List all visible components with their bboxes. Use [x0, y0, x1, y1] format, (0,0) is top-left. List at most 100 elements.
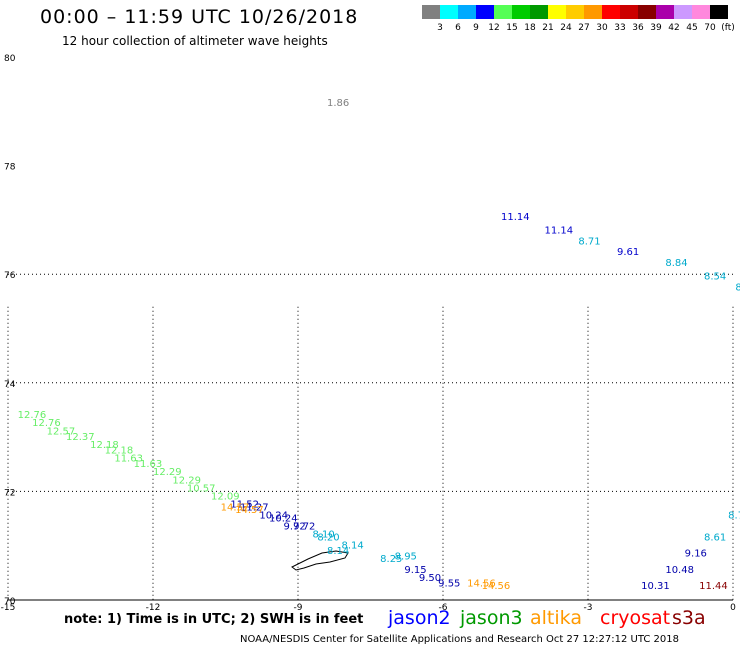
- scale-label: 6: [455, 23, 461, 33]
- scale-swatch: [458, 5, 476, 19]
- wave-height-label: 9.61: [617, 247, 639, 258]
- scale-label: 42: [668, 23, 680, 33]
- y-tick-label: 80: [4, 54, 16, 64]
- satellite-legend-s3a: s3a: [672, 607, 706, 629]
- scale-swatch: [548, 5, 566, 19]
- x-tick-label: -15: [1, 603, 16, 613]
- x-tick-label: -3: [584, 603, 593, 613]
- wave-height-label: 9.55: [438, 578, 460, 589]
- scale-swatch: [692, 5, 710, 19]
- scale-swatch: [710, 5, 728, 19]
- scale-label: 33: [614, 23, 626, 33]
- wave-height-label: 8.25: [380, 554, 402, 565]
- scale-label: 12: [488, 23, 500, 33]
- wave-height-label: 8.14: [327, 546, 349, 557]
- scale-label: 3: [437, 23, 443, 33]
- wave-height-label: 11.27: [240, 502, 269, 513]
- y-tick-label: 76: [4, 271, 16, 281]
- satellite-legend-cryosat: cryosat: [600, 607, 671, 629]
- wave-height-label: 12.76: [32, 418, 61, 429]
- wave-height-label: 11.63: [134, 459, 163, 470]
- wave-height-label: 12.09: [211, 492, 240, 503]
- scale-swatch: [566, 5, 584, 19]
- x-tick-label: -6: [439, 603, 448, 613]
- scale-label: 30: [596, 23, 608, 33]
- page-subtitle: 12 hour collection of altimeter wave hei…: [62, 34, 328, 48]
- y-tick-label: 78: [4, 163, 16, 173]
- wave-height-label: 10.24: [269, 513, 298, 524]
- wave-height-label: 10.57: [187, 483, 216, 494]
- wave-height-label: 12.37: [66, 432, 95, 443]
- scale-label: 70: [704, 23, 716, 33]
- wave-height-label: 12.29: [172, 475, 201, 486]
- island-outline: [291, 550, 349, 571]
- scale-swatch: [674, 5, 692, 19]
- wave-height-label: 8.10: [313, 530, 335, 541]
- scale-swatch: [530, 5, 548, 19]
- scale-swatch: [620, 5, 638, 19]
- scale-swatch: [440, 5, 458, 19]
- wave-height-label: 11.44: [699, 581, 728, 592]
- units-note: note: 1) Time is in UTC; 2) SWH is in fe…: [64, 612, 364, 627]
- wave-height-label: 12.76: [18, 410, 47, 421]
- wave-height-label: 12.18: [90, 440, 119, 451]
- wave-height-label: 8: [735, 282, 740, 293]
- scale-swatch: [584, 5, 602, 19]
- wave-height-label: 11.52: [230, 500, 259, 511]
- x-tick-label: -9: [294, 603, 303, 613]
- scale-swatch: [422, 5, 440, 19]
- scale-swatch: [602, 5, 620, 19]
- wave-height-label: 8.71: [578, 236, 600, 247]
- wave-height-label: 8.95: [395, 551, 417, 562]
- wave-height-label: 8.61: [704, 532, 726, 543]
- y-tick-label: 72: [4, 488, 15, 498]
- wave-height-label: 8.14: [342, 540, 364, 551]
- wave-height-label: 14.57: [235, 505, 264, 516]
- scale-label: 27: [578, 23, 590, 33]
- scale-label: 9: [473, 23, 479, 33]
- credit-footer: NOAA/NESDIS Center for Satellite Applica…: [240, 634, 679, 645]
- wave-height-label: 12.29: [153, 467, 182, 478]
- wave-height-label: 14.56: [467, 578, 496, 589]
- wave-height-label: 10.48: [665, 565, 694, 576]
- scale-label: 39: [650, 23, 662, 33]
- x-tick-label: -12: [146, 603, 161, 613]
- wave-height-label: 8.54: [704, 272, 726, 283]
- wave-height-label: 12.57: [47, 426, 76, 437]
- x-tick-label: 0: [730, 603, 736, 613]
- y-tick-label: 74: [4, 380, 16, 390]
- wave-height-label: 9.16: [685, 549, 707, 560]
- wave-height-label: 11.14: [545, 225, 574, 236]
- satellite-legend-altika: altika: [530, 607, 582, 629]
- scale-swatch: [494, 5, 512, 19]
- wave-height-label: 8.84: [665, 258, 687, 269]
- wave-height-label: 14.56: [482, 581, 511, 592]
- wave-height-label: 10.24: [259, 511, 288, 522]
- wave-height-label: 9.72: [293, 521, 315, 532]
- scale-swatch: [638, 5, 656, 19]
- scale-label: 21: [542, 23, 554, 33]
- wave-height-label: 11.63: [114, 454, 143, 465]
- scale-label: 24: [560, 23, 572, 33]
- wave-height-label: 14.57: [221, 502, 250, 513]
- wave-height-label: 8.7: [728, 511, 740, 522]
- scale-label: 15: [506, 23, 518, 33]
- wave-height-label: 9.50: [419, 573, 441, 584]
- scale-label: 18: [524, 23, 536, 33]
- scale-swatch: [476, 5, 494, 19]
- wave-height-label: 9.72: [284, 521, 306, 532]
- scale-label: 36: [632, 23, 644, 33]
- scale-label: 45: [686, 23, 698, 33]
- wave-height-label: 11.14: [501, 212, 530, 223]
- wave-height-label: 8.20: [317, 532, 339, 543]
- scale-swatch: [656, 5, 674, 19]
- satellite-legend-jason2: jason2: [388, 607, 451, 629]
- wave-height-label: 12.18: [105, 445, 134, 456]
- scale-swatch: [512, 5, 530, 19]
- scale-unit-label: (ft): [721, 23, 735, 33]
- wave-height-label: 9.15: [404, 565, 426, 576]
- y-tick-label: 70: [4, 597, 16, 607]
- wave-height-label: 1.86: [327, 98, 349, 109]
- wave-height-label: 10.31: [641, 581, 670, 592]
